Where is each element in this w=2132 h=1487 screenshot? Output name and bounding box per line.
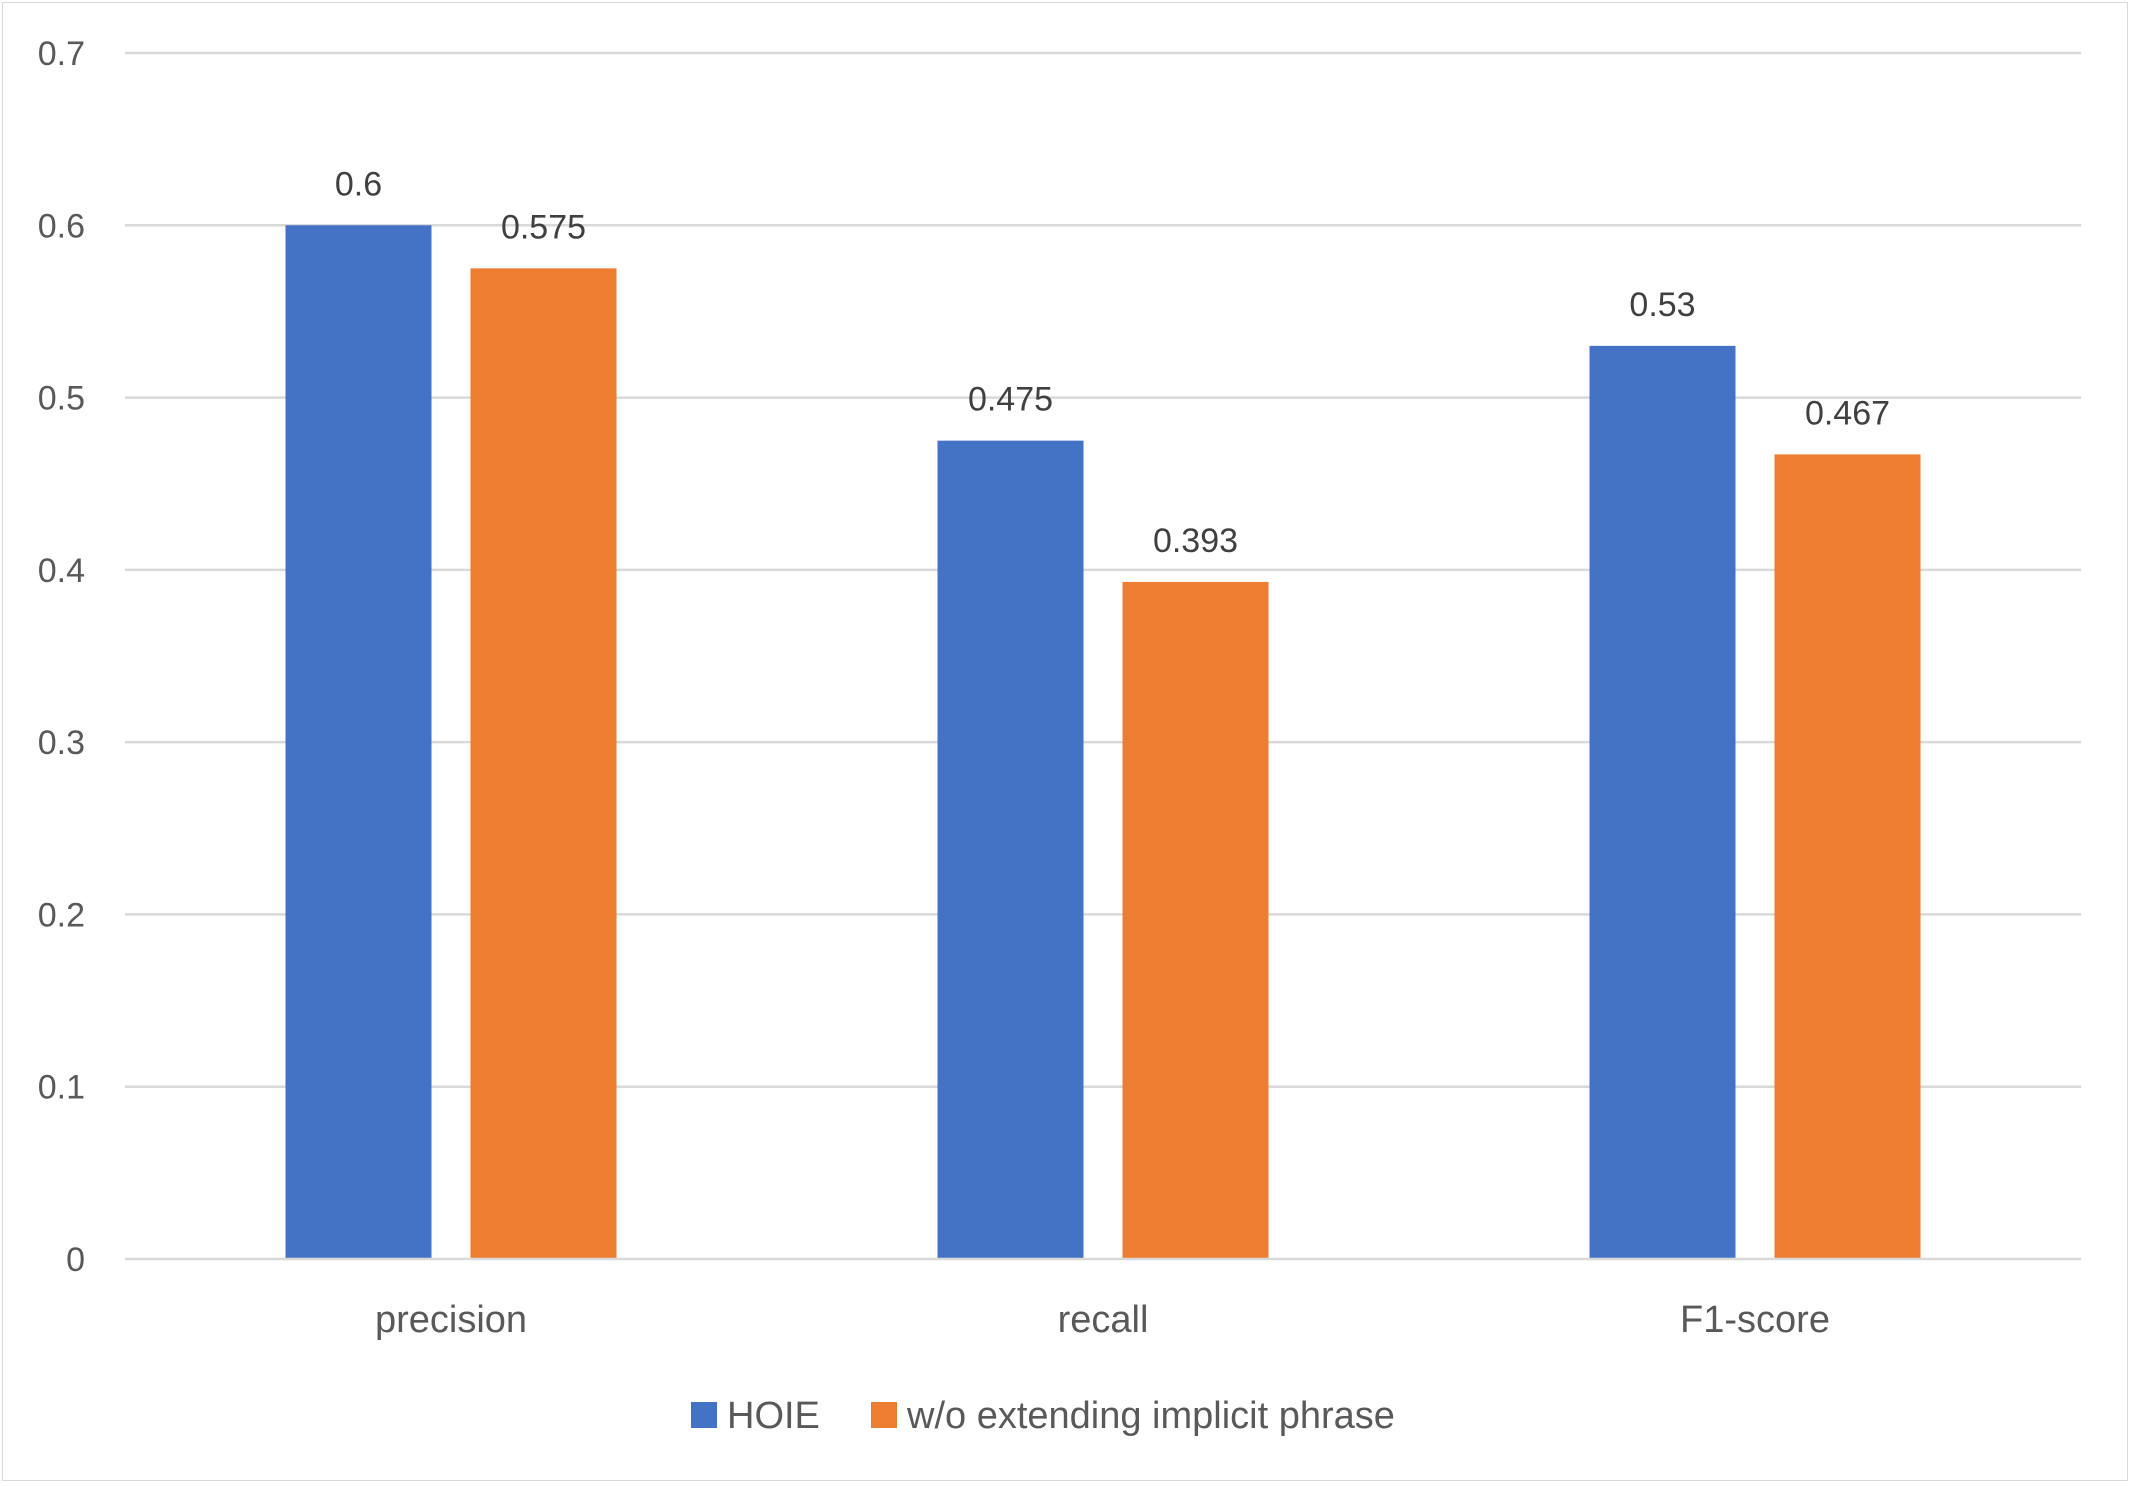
y-tick-label: 0.7 xyxy=(38,35,85,73)
bar-chart: 0 0.1 0.2 0.3 0.4 0.5 0.6 0.7 0.6 0.575 0.475 0.39… xyxy=(38,35,2081,1437)
y-tick-label: 0.3 xyxy=(38,724,85,762)
legend: HOIE w/o extending implicit phrase xyxy=(691,1395,1395,1437)
data-label: 0.475 xyxy=(968,381,1053,419)
y-tick-label: 0.5 xyxy=(38,380,85,418)
bar-wo-extending-precision xyxy=(470,268,617,1259)
y-tick-label: 0 xyxy=(66,1241,85,1279)
legend-label: w/o extending implicit phrase xyxy=(906,1395,1395,1437)
y-tick-label: 0.1 xyxy=(38,1069,85,1107)
x-tick-label-recall: recall xyxy=(1058,1299,1149,1341)
data-label: 0.6 xyxy=(335,165,382,203)
y-tick-label: 0.2 xyxy=(38,896,85,934)
y-axis-tick-labels: 0 0.1 0.2 0.3 0.4 0.5 0.6 0.7 xyxy=(38,35,85,1279)
legend-swatch-hoie xyxy=(691,1402,717,1428)
x-tick-label-precision: precision xyxy=(375,1299,527,1341)
data-label: 0.575 xyxy=(501,208,586,246)
bar-wo-extending-f1-score xyxy=(1774,454,1921,1259)
data-label: 0.467 xyxy=(1805,394,1890,432)
x-axis: precision recall F1-score xyxy=(125,1257,2081,1341)
y-tick-label: 0.4 xyxy=(38,552,85,590)
y-tick-label: 0.6 xyxy=(38,207,85,245)
data-label: 0.53 xyxy=(1629,286,1695,324)
bar-hoie-recall xyxy=(937,440,1084,1260)
bar-hoie-precision xyxy=(285,225,432,1259)
gridlines xyxy=(125,51,2081,1088)
x-tick-label-f1-score: F1-score xyxy=(1680,1299,1830,1341)
bar-wo-extending-recall xyxy=(1122,581,1269,1259)
bar-hoie-f1-score xyxy=(1589,345,1736,1259)
data-label: 0.393 xyxy=(1153,522,1238,560)
data-labels: 0.6 0.575 0.475 0.393 0.53 0.467 xyxy=(335,165,1890,560)
legend-label: HOIE xyxy=(727,1395,820,1437)
legend-swatch-wo-extending xyxy=(871,1402,897,1428)
bars xyxy=(285,225,1921,1260)
